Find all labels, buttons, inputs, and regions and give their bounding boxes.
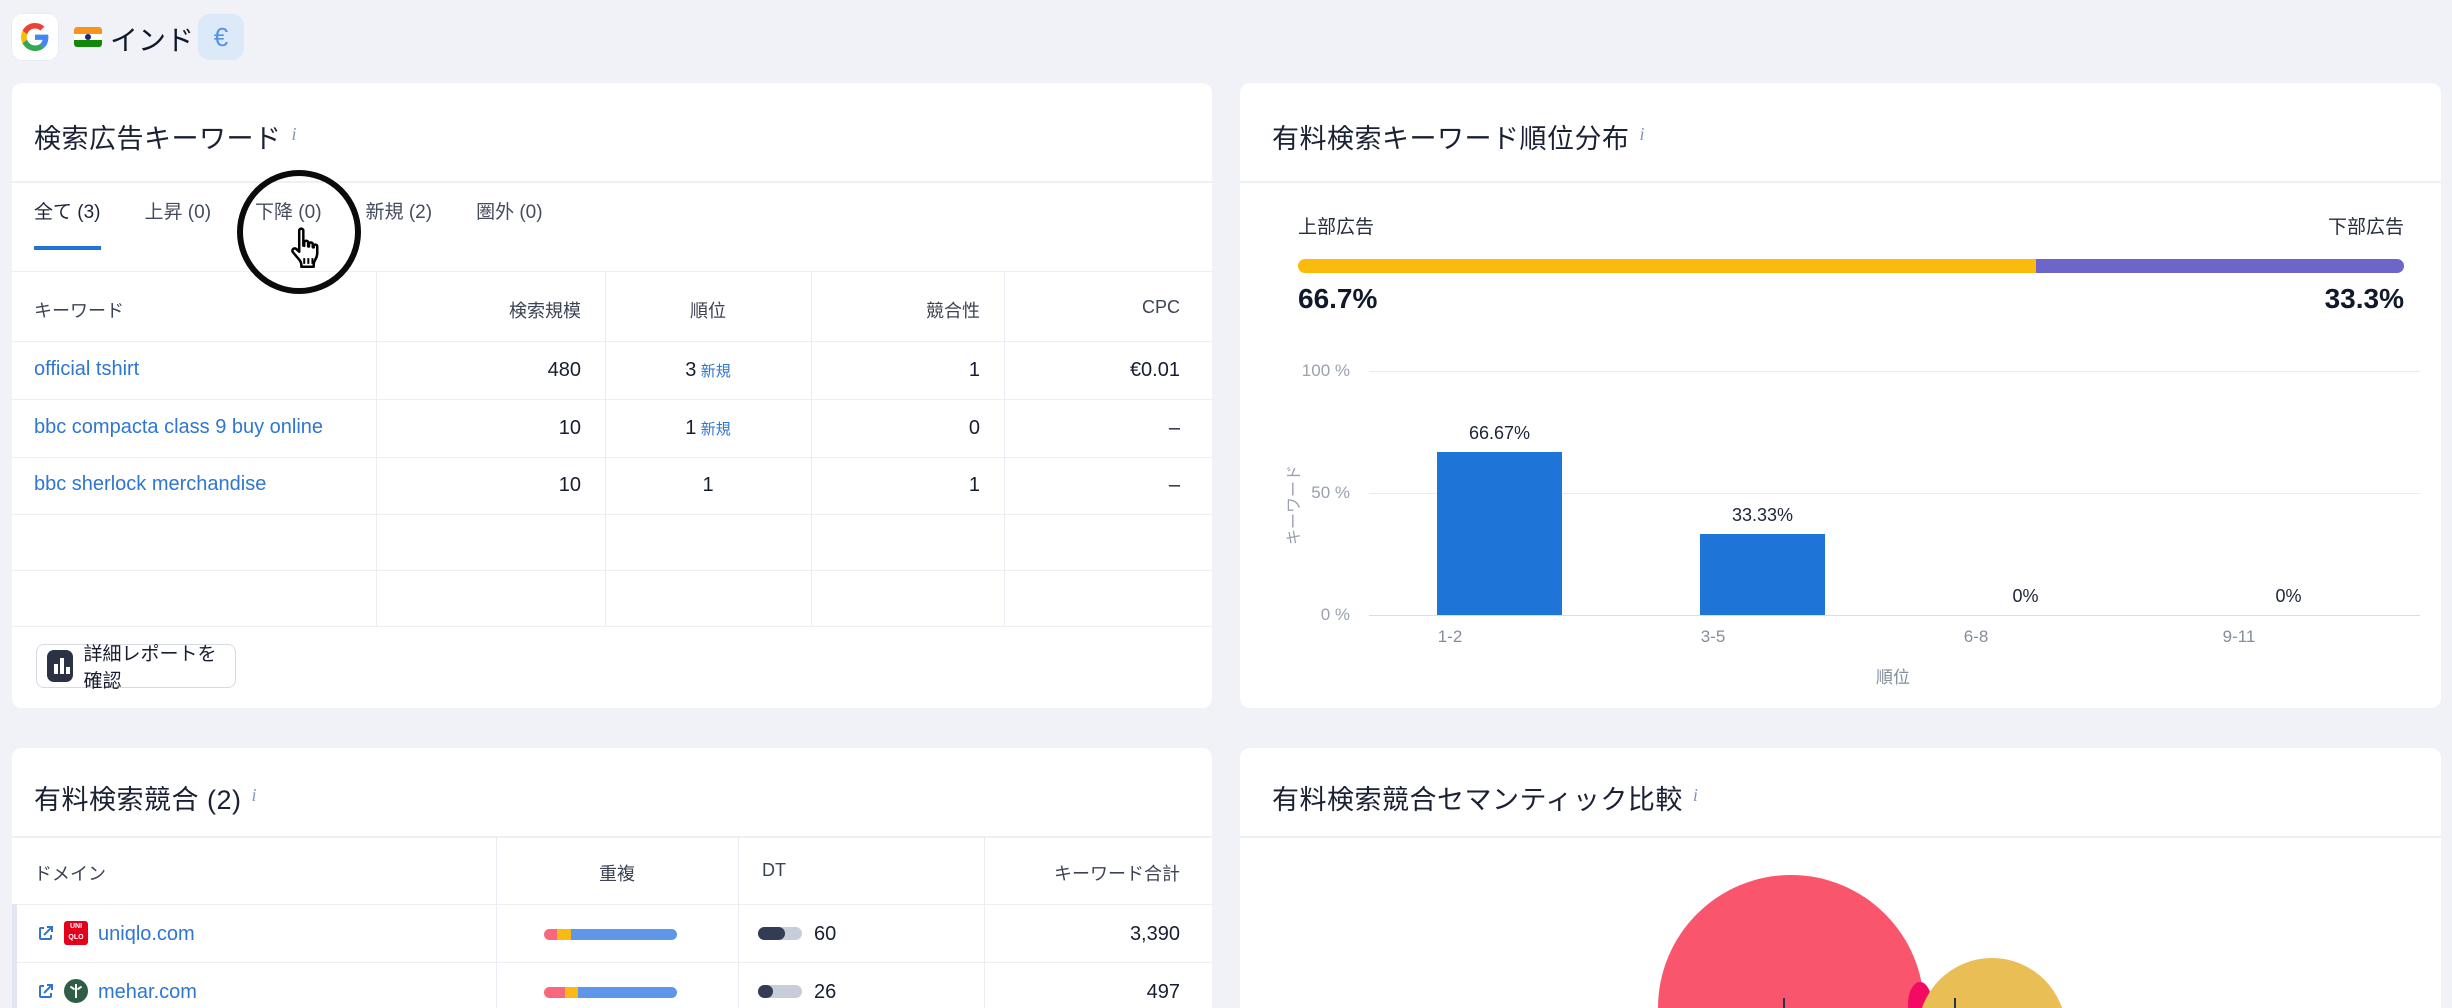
top-ads-segment[interactable] bbox=[1298, 259, 2036, 273]
chart-bar-3-5[interactable] bbox=[1700, 533, 1825, 615]
bubble-tick bbox=[1954, 998, 1956, 1008]
dt-value: 26 bbox=[814, 981, 837, 1003]
bar-value-label: 0% bbox=[2012, 586, 2039, 606]
card-title: 有料検索競合セマンティック比較 i bbox=[1272, 785, 1699, 815]
keywords-total-value: 497 bbox=[1146, 981, 1180, 1003]
bar-value-label: 33.33% bbox=[1731, 504, 1794, 525]
domain-link[interactable]: uniqlo.com bbox=[98, 923, 195, 945]
y-axis-label: キーワード bbox=[1286, 465, 1303, 546]
volume-value: 10 bbox=[558, 417, 581, 439]
col-header-keywords-total: キーワード合計 bbox=[1054, 864, 1180, 884]
position-cell: 1 新規 bbox=[685, 417, 731, 439]
google-logo-badge bbox=[12, 14, 58, 60]
semantic-comparison-card: 有料検索競合セマンティック比較 i bbox=[1240, 748, 2441, 1008]
keyword-link[interactable]: bbc compacta class 9 buy online bbox=[34, 416, 324, 438]
button-label: 詳細レポートを確認 bbox=[83, 644, 217, 692]
google-g-icon bbox=[21, 23, 49, 51]
col-header-dt: DT bbox=[762, 860, 786, 880]
tab-all[interactable]: 全て (3) bbox=[34, 181, 101, 250]
tab-lost[interactable]: 圏外 (0) bbox=[476, 202, 543, 223]
info-icon[interactable]: i bbox=[251, 785, 258, 805]
info-icon[interactable]: i bbox=[1639, 124, 1646, 144]
col-header-keyword: キーワード bbox=[34, 301, 124, 321]
external-link-icon[interactable] bbox=[36, 981, 56, 1001]
competition-value: 1 bbox=[968, 474, 980, 496]
cpc-value: – bbox=[1168, 417, 1180, 439]
x-tick: 9-11 bbox=[2222, 627, 2256, 646]
bottom-ads-value: 33.3% bbox=[2324, 283, 2404, 314]
chart-bar-1-2[interactable] bbox=[1437, 452, 1562, 615]
bar-chart-icon bbox=[47, 650, 74, 682]
position-distribution-chart: 66.67% 33.33% 0% 0% bbox=[1369, 371, 2420, 616]
top-ads-value: 66.7% bbox=[1298, 283, 1378, 314]
card-title: 検索広告キーワード i bbox=[34, 124, 298, 154]
mehar-favicon bbox=[64, 979, 88, 1003]
overlap-bar[interactable] bbox=[544, 929, 677, 940]
country-label: インド bbox=[110, 25, 195, 56]
bubble-yellow[interactable] bbox=[1918, 958, 2066, 1008]
col-header-volume: 検索規模 bbox=[509, 301, 581, 321]
top-bottom-ratio-bar bbox=[1298, 259, 2404, 273]
x-tick: 6-8 bbox=[1963, 627, 1989, 646]
domain-link[interactable]: mehar.com bbox=[98, 981, 197, 1003]
hand-cursor-icon bbox=[291, 227, 319, 268]
bottom-ads-segment[interactable] bbox=[2035, 259, 2404, 273]
bubble-red[interactable] bbox=[1658, 875, 1924, 1008]
cpc-value: – bbox=[1168, 474, 1180, 496]
bubble-tick bbox=[1783, 998, 1785, 1008]
keywords-total-value: 3,390 bbox=[1129, 923, 1180, 945]
india-flag-icon bbox=[74, 27, 102, 47]
view-detailed-report-button[interactable]: 詳細レポートを確認 bbox=[36, 644, 236, 692]
y-tick-100: 100 % bbox=[1301, 361, 1350, 380]
col-header-cpc: CPC bbox=[1141, 297, 1180, 317]
col-header-overlap: 重複 bbox=[599, 864, 635, 884]
paid-competitors-card: 有料検索競合 (2) i ドメイン 重複 DT キーワード合計 UNI QLO un… bbox=[12, 748, 1212, 1008]
info-icon[interactable]: i bbox=[1692, 785, 1699, 805]
uniqlo-favicon: UNI QLO bbox=[64, 921, 88, 945]
top-ads-label: 上部広告 bbox=[1298, 217, 1375, 238]
competition-value: 1 bbox=[968, 359, 980, 381]
y-tick-50: 50 % bbox=[1311, 483, 1350, 502]
bar-value-label: 66.67% bbox=[1468, 423, 1531, 444]
card-title: 有料検索キーワード順位分布 i bbox=[1272, 124, 1646, 154]
volume-value: 480 bbox=[547, 359, 581, 381]
col-header-position: 順位 bbox=[690, 301, 726, 321]
position-cell: 3 新規 bbox=[685, 359, 731, 381]
competition-value: 0 bbox=[968, 417, 980, 439]
col-header-competition: 競合性 bbox=[926, 301, 980, 321]
cpc-value: €0.01 bbox=[1129, 359, 1180, 381]
keyword-link[interactable]: bbc sherlock merchandise bbox=[34, 473, 267, 495]
annotation-circle bbox=[237, 170, 361, 294]
tab-improved[interactable]: 上昇 (0) bbox=[144, 202, 212, 223]
currency-chip[interactable]: € bbox=[198, 14, 244, 60]
tab-new[interactable]: 新規 (2) bbox=[365, 202, 433, 223]
dt-value: 60 bbox=[814, 923, 837, 945]
volume-value: 10 bbox=[558, 474, 581, 496]
dt-gauge bbox=[758, 927, 802, 940]
col-header-domain: ドメイン bbox=[34, 864, 106, 884]
position-cell: 1 bbox=[702, 474, 714, 496]
bar-value-label: 0% bbox=[2275, 586, 2302, 606]
info-icon[interactable]: i bbox=[291, 124, 298, 144]
row-accent-strip bbox=[12, 904, 17, 1008]
dt-gauge bbox=[758, 985, 802, 998]
x-tick: 3-5 bbox=[1700, 627, 1726, 646]
x-axis-label: 順位 bbox=[1876, 668, 1910, 687]
keyword-link[interactable]: official tshirt bbox=[34, 358, 140, 380]
search-ads-keywords-card: 検索広告キーワード i 全て (3) 上昇 (0) 下降 (0) 新規 (2) 圏… bbox=[12, 83, 1212, 708]
y-tick-0: 0 % bbox=[1320, 605, 1350, 624]
overlap-bar[interactable] bbox=[544, 987, 677, 998]
x-tick: 1-2 bbox=[1437, 627, 1463, 646]
new-badge: 新規 bbox=[700, 421, 731, 438]
new-badge: 新規 bbox=[700, 363, 731, 380]
position-distribution-card: 有料検索キーワード順位分布 i 上部広告 下部広告 66.7% 33.3% 66.… bbox=[1240, 83, 2441, 708]
bottom-ads-label: 下部広告 bbox=[2327, 217, 2404, 238]
external-link-icon[interactable] bbox=[36, 923, 56, 943]
card-title: 有料検索競合 (2) i bbox=[34, 785, 258, 815]
